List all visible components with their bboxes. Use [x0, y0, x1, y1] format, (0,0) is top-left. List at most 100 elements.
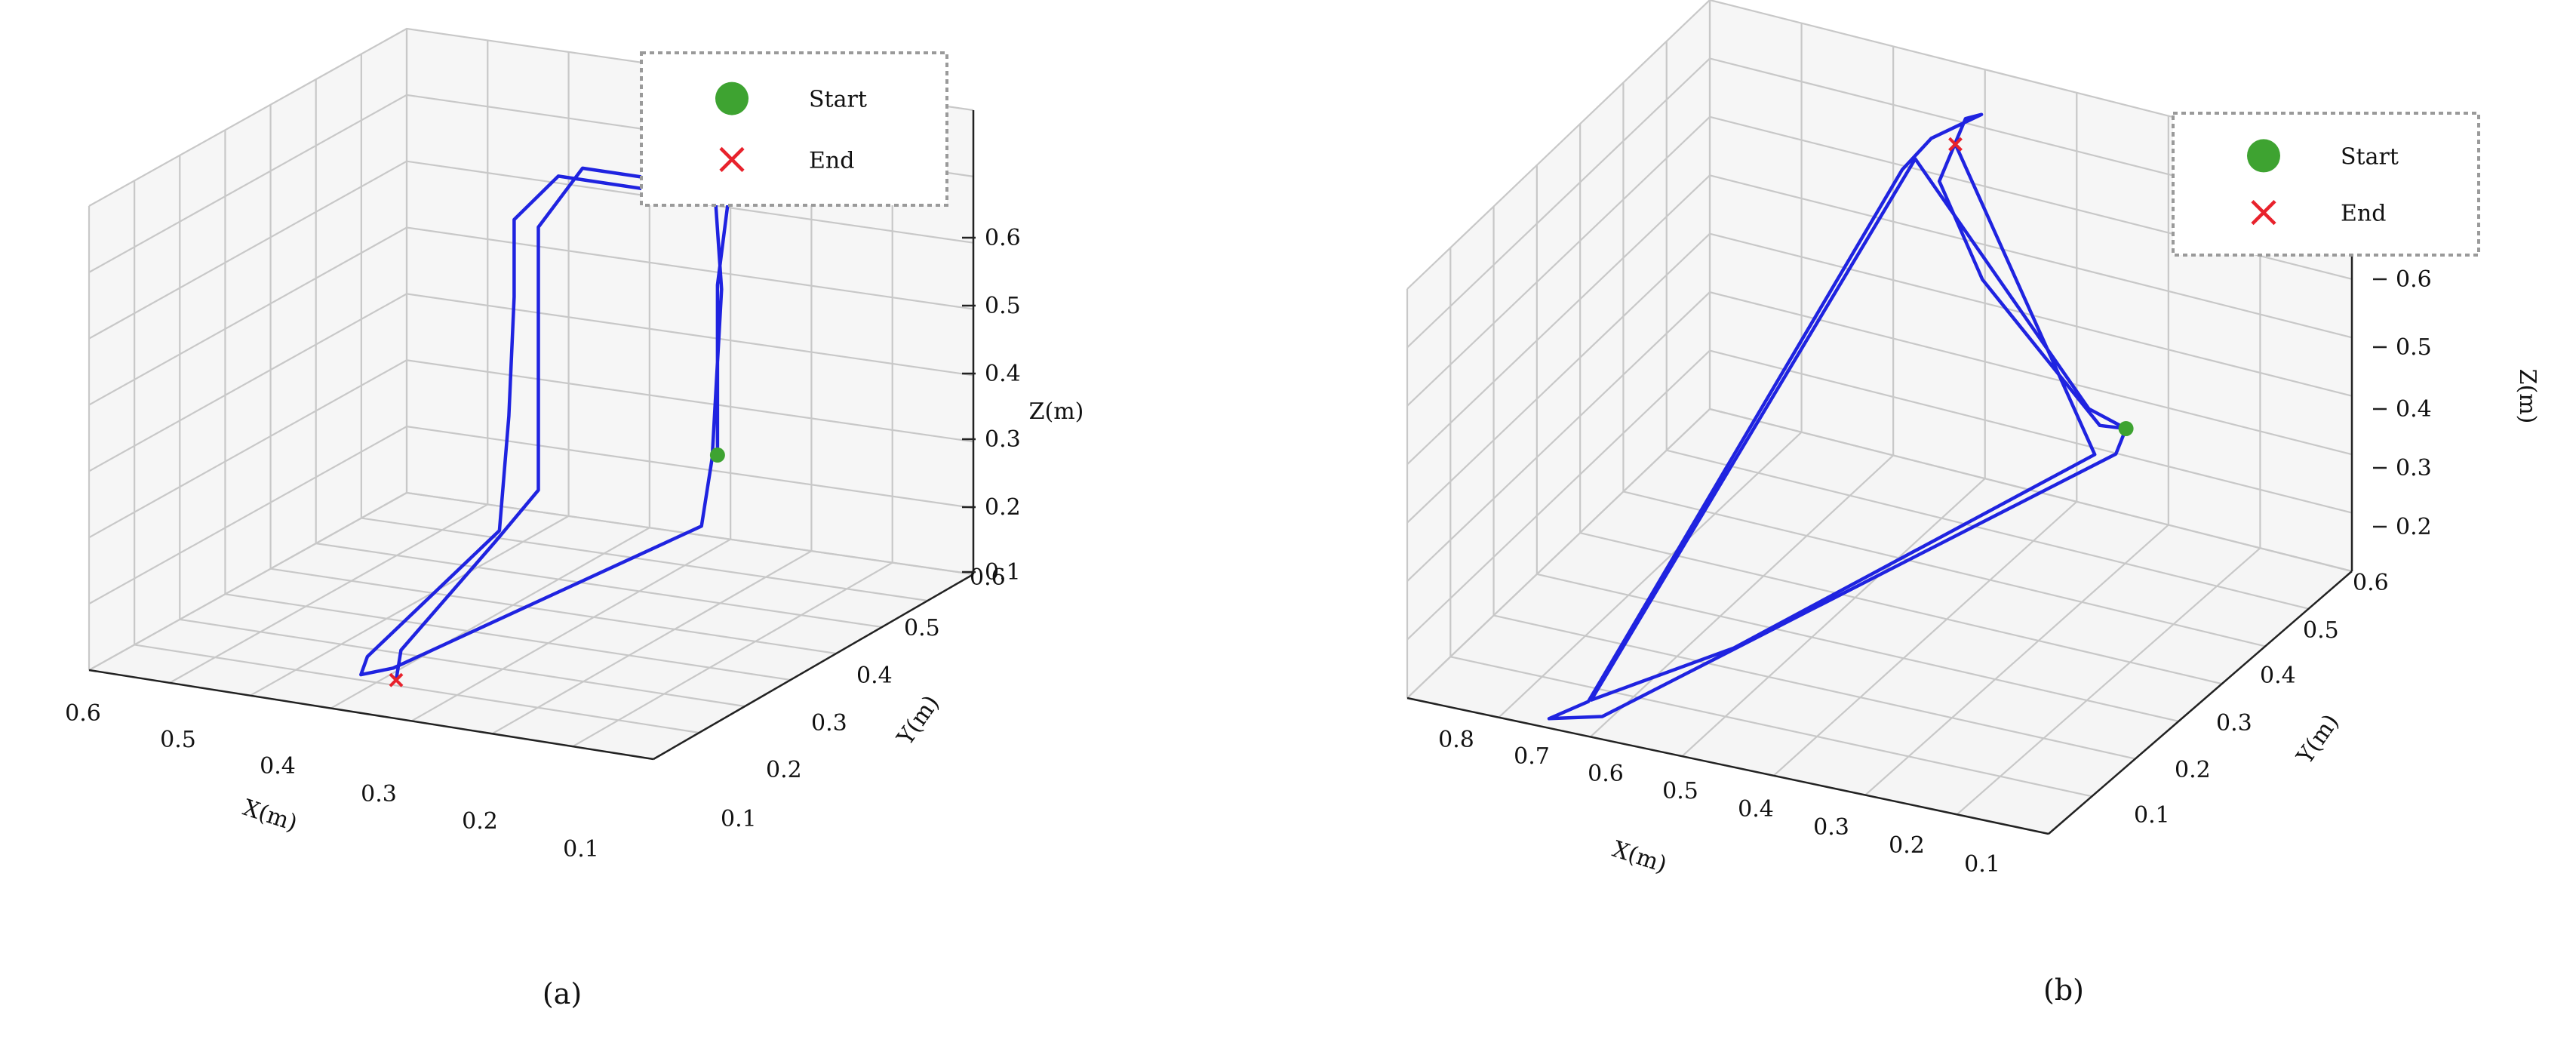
legend-box — [640, 51, 948, 207]
x-tick-label: 0.5 — [1662, 778, 1698, 804]
y-tick-label: 0.6 — [970, 564, 1006, 591]
x-axis-title: X(m) — [240, 795, 300, 837]
x-axis-line — [88, 669, 654, 761]
grid-line — [572, 561, 893, 748]
panel-caption: (a) — [543, 977, 582, 1010]
grid-line — [250, 515, 570, 697]
end-marker — [389, 672, 404, 687]
legend-start-marker — [2247, 139, 2280, 173]
end-marker — [1948, 137, 1963, 152]
grid-line — [410, 538, 731, 722]
z-tick-label: 0.6 — [985, 225, 1021, 251]
grid-line — [1666, 449, 2309, 610]
y-tick-label: 0.3 — [811, 710, 847, 737]
grid-line — [88, 293, 974, 472]
y-tick-label: 0.4 — [2260, 663, 2296, 689]
legend-end-label: End — [2341, 201, 2386, 227]
grid-line — [1406, 57, 2353, 349]
grid-line — [315, 543, 883, 629]
grid-line — [88, 226, 974, 406]
tick-labels: 0.80.70.60.50.40.30.20.10.10.20.30.40.50… — [1438, 266, 2432, 878]
grid-line — [88, 359, 974, 539]
legend-end-stroke — [719, 146, 745, 172]
x-tick-label: 0.3 — [361, 781, 397, 807]
z-tick-label: 0.2 — [985, 494, 1021, 521]
panel-caption: (b) — [2043, 973, 2084, 1007]
y-tick-label: 0.1 — [2134, 802, 2170, 829]
z-axis-title: Z(m) — [1029, 398, 1084, 425]
z-tick-label: 0.5 — [985, 293, 1021, 319]
grid-line — [225, 593, 791, 681]
grid-line — [1579, 532, 2222, 685]
x-tick-label: 0.4 — [260, 753, 296, 780]
grid-line — [1406, 115, 2353, 407]
x-tick-label: 0.2 — [462, 808, 498, 835]
legend-start-label: Start — [809, 87, 867, 113]
legend-start-label: Start — [2341, 143, 2399, 170]
z-tick-label: 0.3 — [985, 426, 1021, 453]
start-marker — [709, 447, 725, 463]
x-tick-label: 0.1 — [1964, 851, 2000, 878]
grid-line — [180, 618, 745, 708]
grid-line — [491, 550, 812, 735]
grid-line — [1623, 491, 2266, 647]
axes — [88, 110, 975, 761]
grid-line — [169, 503, 488, 684]
x-tick-label: 0.6 — [65, 700, 101, 727]
y-axis-title: Y(m) — [2292, 709, 2344, 770]
legend-end-marker — [2251, 200, 2276, 226]
chart-panel-a: 0.6 0.5 0.4 0.3 0.2 0.1 0.1 0.2 0.3 0.4 0.5 0.6 0.6 0… — [65, 27, 1084, 863]
x-axis-title: X(m) — [1609, 836, 1670, 878]
floor-pane — [89, 493, 973, 759]
legend-start-marker — [715, 81, 749, 115]
y-tick-label: 0.3 — [2216, 710, 2252, 737]
trajectory-line — [1547, 112, 2128, 721]
x-tick-label: 0.5 — [160, 727, 196, 753]
trajectory-line — [359, 166, 730, 682]
grid-line — [1406, 407, 2353, 699]
grid-line — [270, 567, 837, 655]
z-tick-label: 0.6 — [2396, 266, 2432, 293]
floor-pane — [1407, 409, 2352, 834]
y-tick-label: 0.5 — [904, 615, 940, 641]
end-marker-stroke — [389, 672, 404, 687]
grid-line — [88, 160, 974, 340]
x-axis-line — [1406, 697, 2049, 835]
y-tick-label: 0.6 — [2353, 570, 2389, 596]
grid-line — [134, 644, 699, 734]
legend: Start End — [2172, 112, 2480, 257]
end-marker-stroke — [1948, 137, 1963, 152]
y-tick-label: 0.2 — [766, 757, 802, 783]
x-tick-label: 0.2 — [1889, 832, 1925, 859]
start-marker — [2118, 420, 2134, 436]
y-tick-label: 0.4 — [856, 663, 893, 689]
legend-box — [2172, 112, 2480, 257]
y-tick-label: 0.5 — [2303, 617, 2339, 644]
grid-line — [1406, 232, 2353, 524]
grid-line — [1956, 547, 2261, 816]
y-tick-label: 0.2 — [2175, 757, 2211, 783]
grid-line — [1498, 431, 1803, 718]
z-tick-label: 0.4 — [2396, 396, 2432, 423]
z-tick-label: 0.1 — [985, 559, 1021, 586]
z-tick-label: 0.5 — [2396, 334, 2432, 361]
x-tick-label: 0.7 — [1514, 743, 1550, 770]
grid-line — [1406, 0, 2353, 290]
y-axis-line — [653, 573, 974, 761]
z-tick-label: 0.4 — [985, 361, 1021, 387]
grid-line — [330, 527, 650, 709]
x-tick-label: 0.6 — [1588, 761, 1624, 787]
grid-line — [1450, 656, 2092, 798]
grid-line — [1590, 454, 1894, 738]
x-tick-label: 0.4 — [1738, 796, 1774, 823]
z-tick-label: 0.2 — [2396, 514, 2432, 540]
chart-panel-b: 0.80.70.60.50.40.30.20.10.10.20.30.40.50… — [1406, 0, 2541, 878]
tick-labels: 0.6 0.5 0.4 0.3 0.2 0.1 0.1 0.2 0.3 0.4 0.5 0.6 0.6 0… — [65, 225, 1021, 863]
grid-line — [88, 426, 974, 605]
grid-line — [1772, 501, 2078, 777]
y-tick-label: 0.1 — [721, 806, 757, 832]
back-pane-left — [1407, 0, 1710, 698]
z-tick-label: 0.3 — [2396, 455, 2432, 481]
y-axis-line — [2048, 570, 2353, 835]
